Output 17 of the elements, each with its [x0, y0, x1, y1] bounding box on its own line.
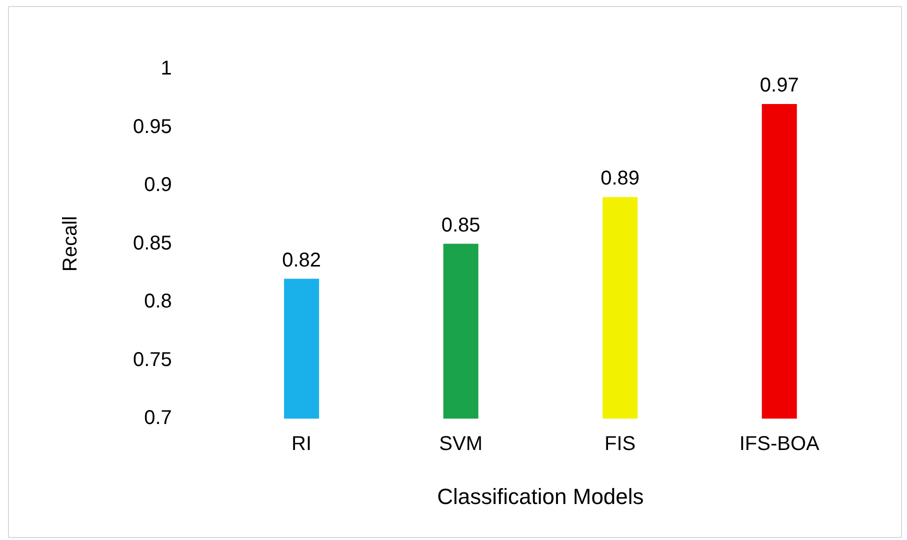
data-label: 0.85: [441, 214, 480, 236]
y-tick-label: 0.85: [132, 232, 172, 254]
y-tick-label: 1: [160, 58, 172, 80]
x-tick-label: SVM: [439, 433, 482, 456]
x-axis-title: Classification Models: [437, 484, 644, 509]
y-axis-title: Recall: [60, 216, 82, 272]
x-tick-label: FIS: [604, 433, 636, 456]
x-tick-label: IFS-BOA: [739, 433, 820, 456]
data-label: 0.82: [282, 249, 322, 272]
y-tick-label: 0.7: [144, 407, 172, 430]
data-label: 0.97: [760, 74, 799, 96]
y-tick-label: 0.75: [132, 348, 172, 371]
y-tick-label: 0.8: [144, 290, 172, 313]
x-tick-label: RI: [292, 433, 312, 456]
data-label: 0.89: [600, 168, 640, 190]
y-tick-label: 0.9: [144, 174, 172, 196]
y-tick-label: 0.95: [132, 116, 172, 138]
